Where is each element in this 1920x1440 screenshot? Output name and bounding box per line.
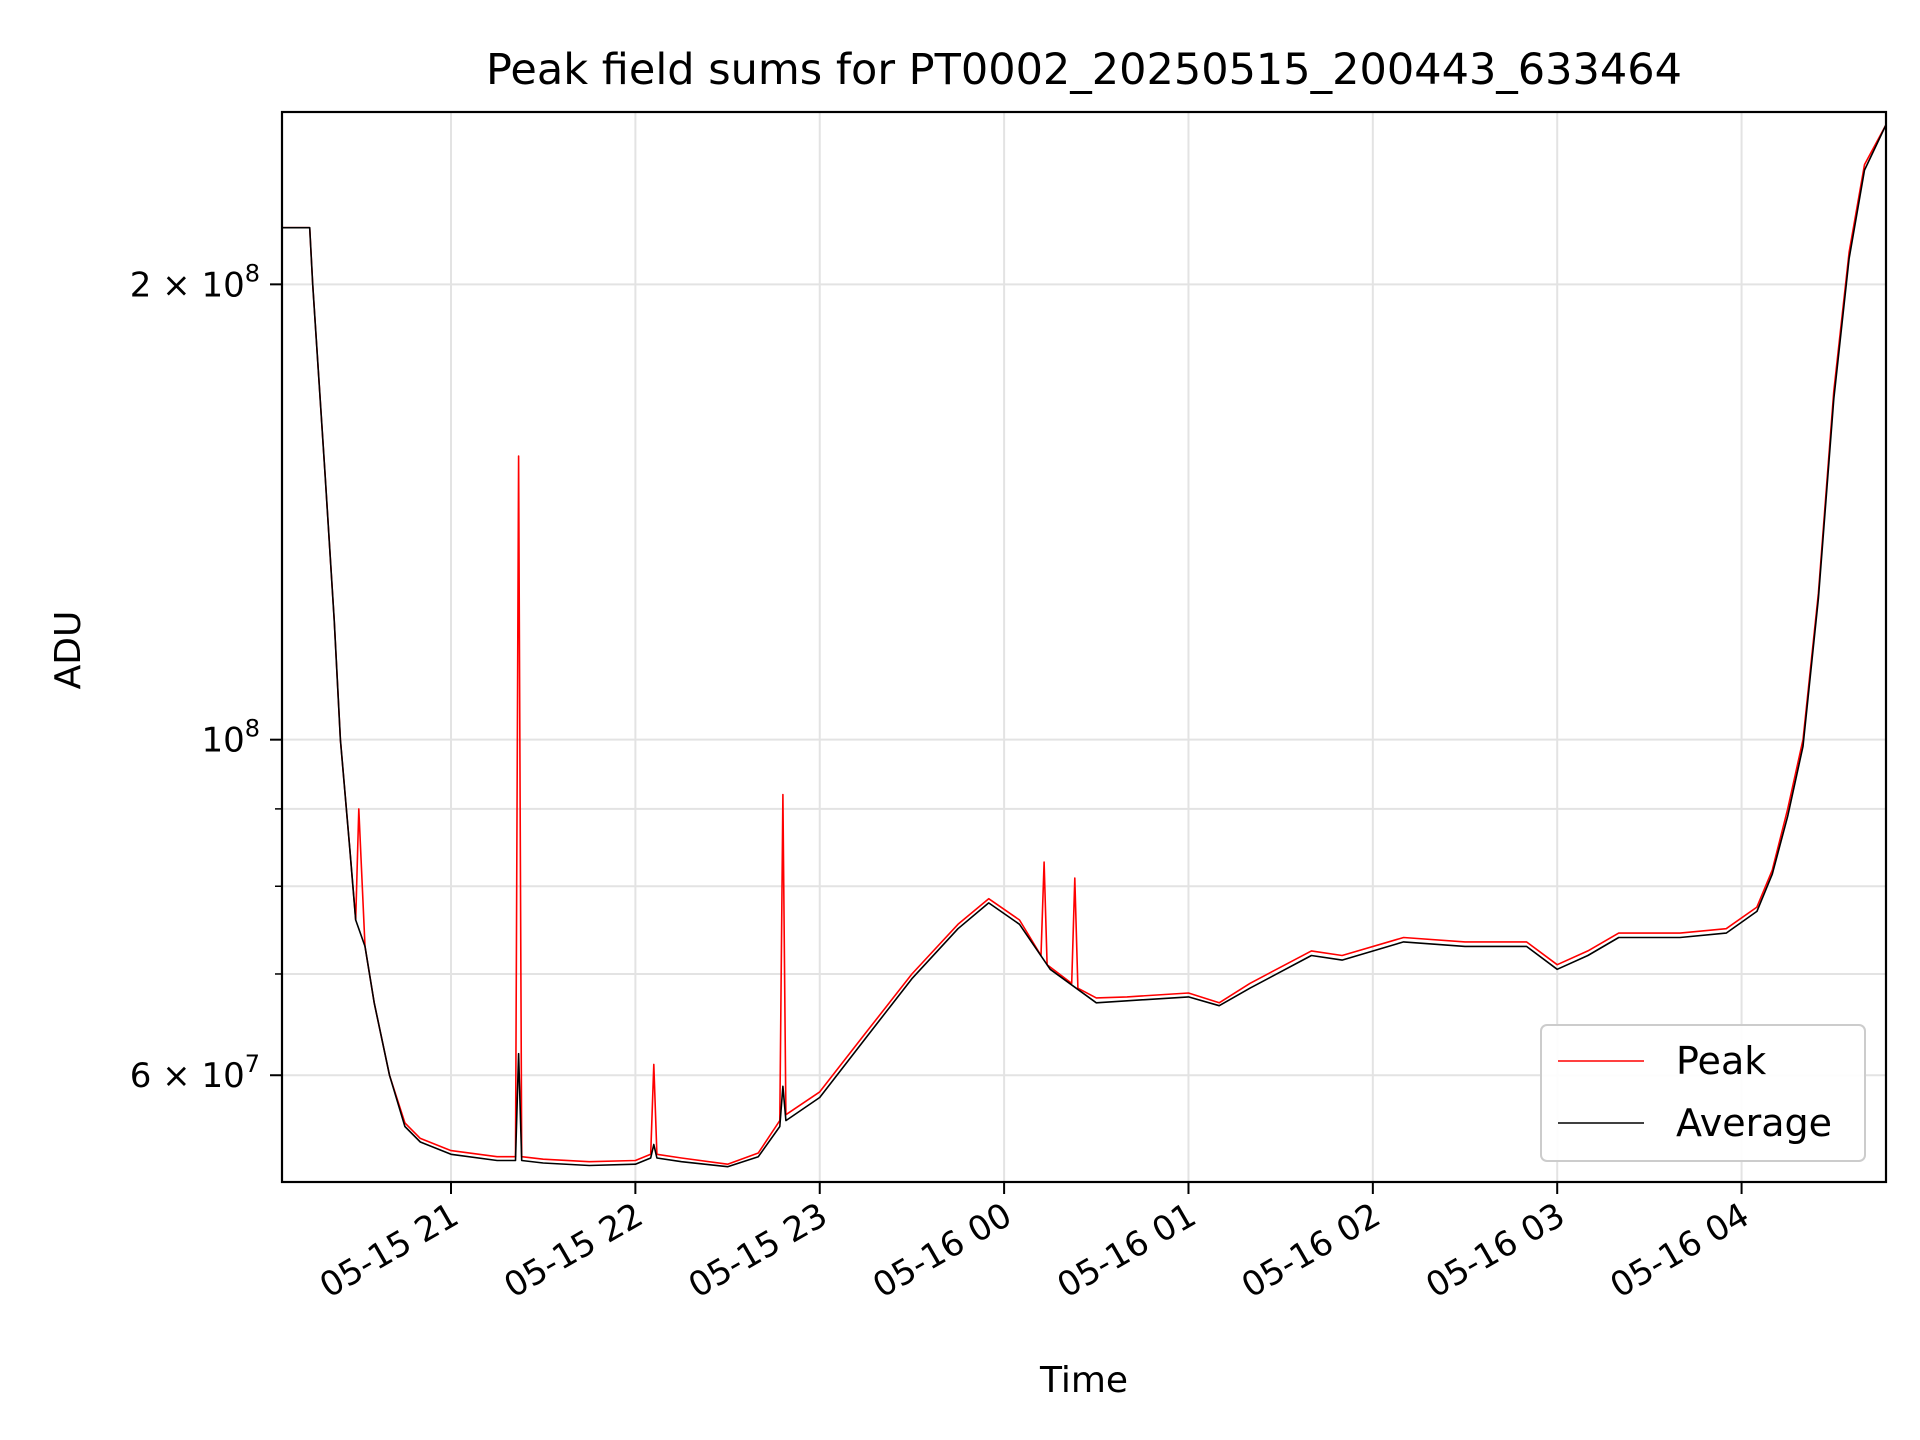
x-axis-label: Time [1039, 1360, 1128, 1401]
y-axis-label: ADU [48, 611, 89, 690]
y-tick-label: 2 × 108 [130, 259, 260, 305]
legend-box [1540, 1024, 1866, 1162]
legend: Peak Average [1540, 1024, 1866, 1162]
series-group [282, 124, 1886, 1168]
series-layer [282, 124, 1886, 1168]
legend-label-average: Average [1676, 1101, 1832, 1145]
plot-area-frame [280, 110, 1888, 1184]
chart-title: Peak field sums for PT0002_20250515_2004… [486, 45, 1682, 95]
series-line-average [282, 124, 1886, 1168]
legend-label-peak: Peak [1676, 1039, 1766, 1083]
y-tick-label: 6 × 107 [130, 1050, 260, 1096]
